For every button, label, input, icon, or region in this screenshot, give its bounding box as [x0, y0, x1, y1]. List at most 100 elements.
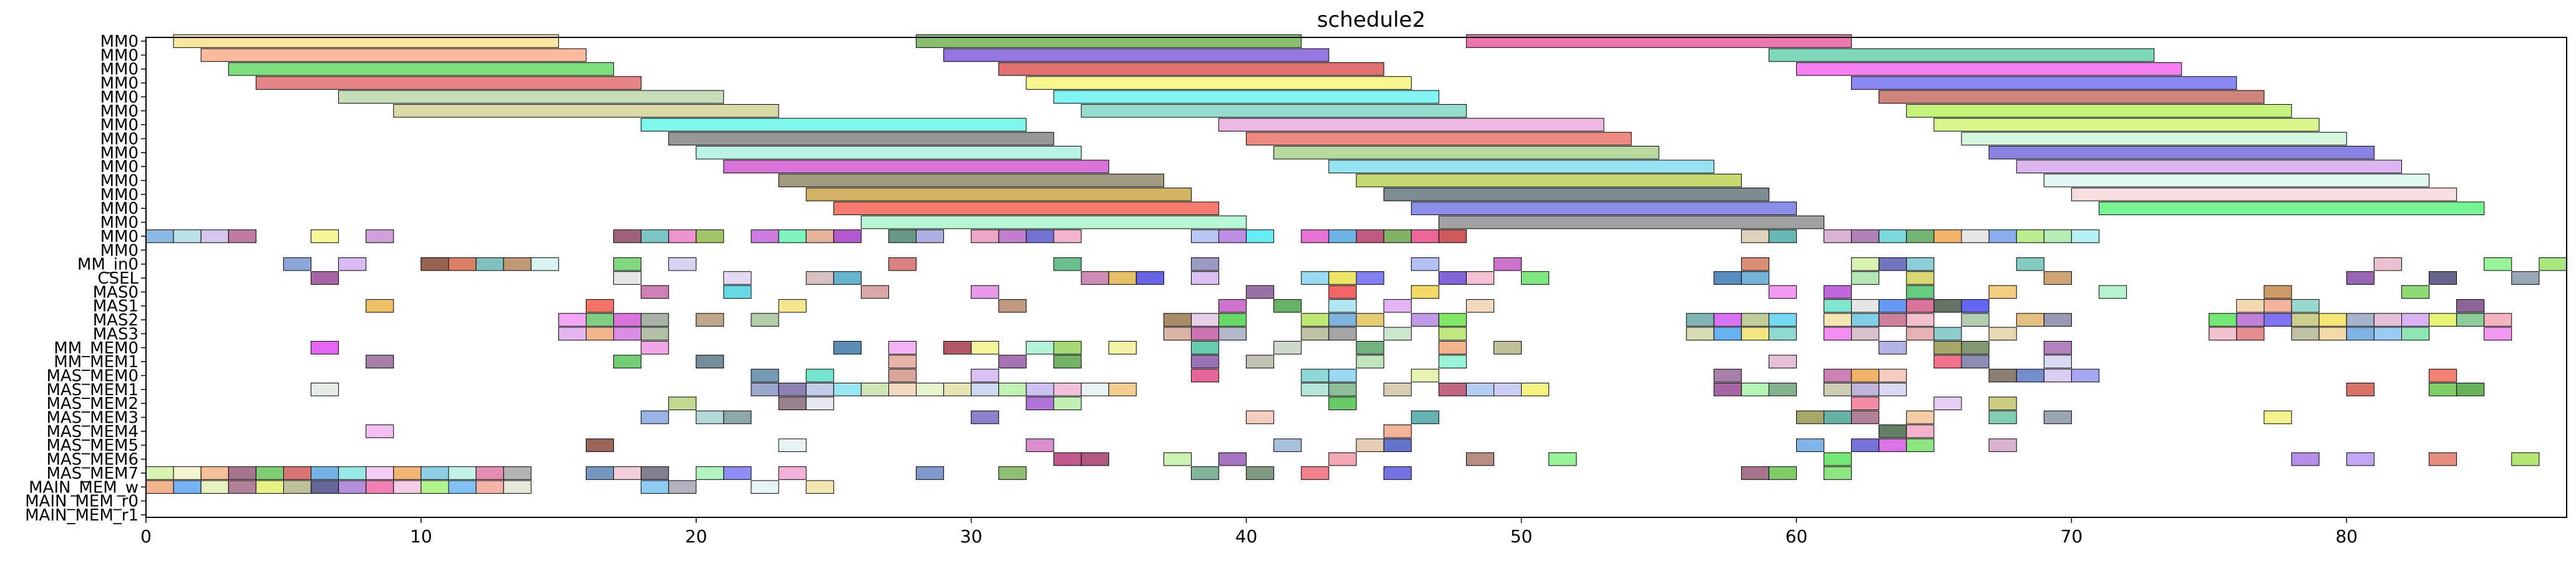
gantt-bar: [338, 466, 367, 480]
gantt-bar: [1906, 327, 1935, 341]
y-tick-label: MM_MEM0: [54, 339, 139, 358]
gantt-bar: [1906, 313, 1935, 327]
gantt-bar: [1218, 229, 1247, 243]
gantt-bar: [1768, 285, 1797, 299]
gantt-bar: [1218, 118, 1605, 132]
gantt-bar: [1053, 229, 1082, 243]
gantt-bar: [1218, 299, 1247, 313]
gantt-bar: [1879, 299, 1907, 313]
gantt-bar: [998, 355, 1027, 368]
gantt-bar: [641, 229, 669, 243]
gantt-bar: [751, 229, 779, 243]
gantt-bar: [696, 410, 724, 424]
gantt-bar: [2236, 299, 2265, 313]
gantt-bar: [1053, 341, 1082, 355]
gantt-bar: [2043, 271, 2072, 285]
gantt-bar: [971, 368, 999, 383]
gantt-bar: [1438, 383, 1467, 396]
gantt-bar: [1933, 229, 1962, 243]
gantt-bar: [2043, 355, 2072, 368]
gantt-bar: [1383, 229, 1412, 243]
gantt-bar: [283, 480, 312, 494]
gantt-bar: [200, 480, 229, 494]
gantt-bar: [1824, 452, 1852, 466]
gantt-bar: [2263, 410, 2292, 424]
gantt-bar: [943, 48, 1329, 62]
gantt-bar: [1961, 341, 1990, 355]
gantt-bar: [2456, 299, 2485, 313]
gantt-bar: [1411, 257, 1439, 271]
gantt-bar: [1494, 341, 1522, 355]
gantt-bar: [1768, 48, 2155, 62]
gantt-bar: [805, 396, 834, 411]
gantt-bar: [805, 368, 834, 383]
gantt-bar: [1301, 383, 1329, 396]
gantt-bar: [860, 215, 1247, 229]
gantt-bar: [916, 34, 1302, 48]
gantt-bar: [2484, 257, 2512, 271]
gantt-bar: [778, 383, 807, 396]
gantt-bar: [888, 341, 917, 355]
gantt-bar: [1713, 368, 1742, 383]
gantt-bar: [2484, 313, 2512, 327]
gantt-bar: [1301, 466, 1329, 480]
y-tick-label: MM0: [100, 199, 139, 218]
gantt-bar: [420, 480, 449, 494]
gantt-bar: [2456, 383, 2485, 396]
gantt-bar: [833, 341, 862, 355]
gantt-bar: [1879, 257, 1907, 271]
gantt-bar: [641, 480, 669, 494]
y-tick-label: MM0: [100, 172, 139, 191]
y-tick-label: MAS_MEM2: [46, 395, 139, 413]
gantt-bar: [860, 383, 890, 396]
gantt-bar: [805, 271, 834, 285]
gantt-bar: [1218, 452, 1247, 466]
gantt-bar: [860, 285, 890, 299]
gantt-bar: [971, 285, 999, 299]
gantt-bar: [1879, 313, 1907, 327]
x-tick-label: 20: [685, 526, 707, 547]
gantt-bar: [338, 90, 724, 104]
gantt-bar: [1026, 229, 1054, 243]
gantt-bar: [723, 271, 752, 285]
y-tick-label: MAIN_MEM_w: [29, 478, 139, 497]
gantt-bar: [1824, 299, 1852, 313]
gantt-bar: [2373, 327, 2402, 341]
gantt-bar: [1328, 299, 1357, 313]
gantt-bar: [1961, 132, 2347, 146]
gantt-bar: [1438, 215, 1825, 229]
gantt-bar: [393, 104, 779, 118]
gantt-bar: [1301, 271, 1329, 285]
gantt-bar: [1026, 396, 1054, 411]
y-tick-label: MM0: [100, 241, 139, 260]
gantt-bar: [338, 257, 367, 271]
gantt-bar: [888, 368, 917, 383]
gantt-bar: [1301, 368, 1329, 383]
gantt-bar: [2043, 313, 2072, 327]
gantt-bar: [503, 480, 532, 494]
gantt-bar: [971, 229, 999, 243]
gantt-bar: [228, 480, 256, 494]
gantt-bar: [1741, 257, 1769, 271]
gantt-bar: [1494, 257, 1522, 271]
gantt-bar: [2016, 229, 2044, 243]
gantt-bar: [255, 466, 284, 480]
gantt-bar: [916, 383, 945, 396]
y-tick-label: MM0: [100, 88, 139, 107]
gantt-bar: [1879, 438, 1907, 453]
gantt-bar: [311, 466, 339, 480]
x-tick-label: 70: [2061, 526, 2083, 547]
y-tick-label: MAS1: [93, 297, 139, 316]
gantt-bar: [2263, 285, 2292, 299]
gantt-bar: [1824, 285, 1852, 299]
gantt-bar: [1053, 396, 1082, 411]
gantt-bar: [751, 368, 779, 383]
gantt-bar: [200, 229, 229, 243]
gantt-bar: [1328, 285, 1357, 299]
gantt-bar: [1988, 396, 2017, 411]
gantt-bar: [1273, 299, 1302, 313]
gantt-bar: [1988, 368, 2017, 383]
gantt-bar: [2318, 313, 2347, 327]
gantt-bar: [2401, 313, 2430, 327]
gantt-bar: [805, 383, 834, 396]
